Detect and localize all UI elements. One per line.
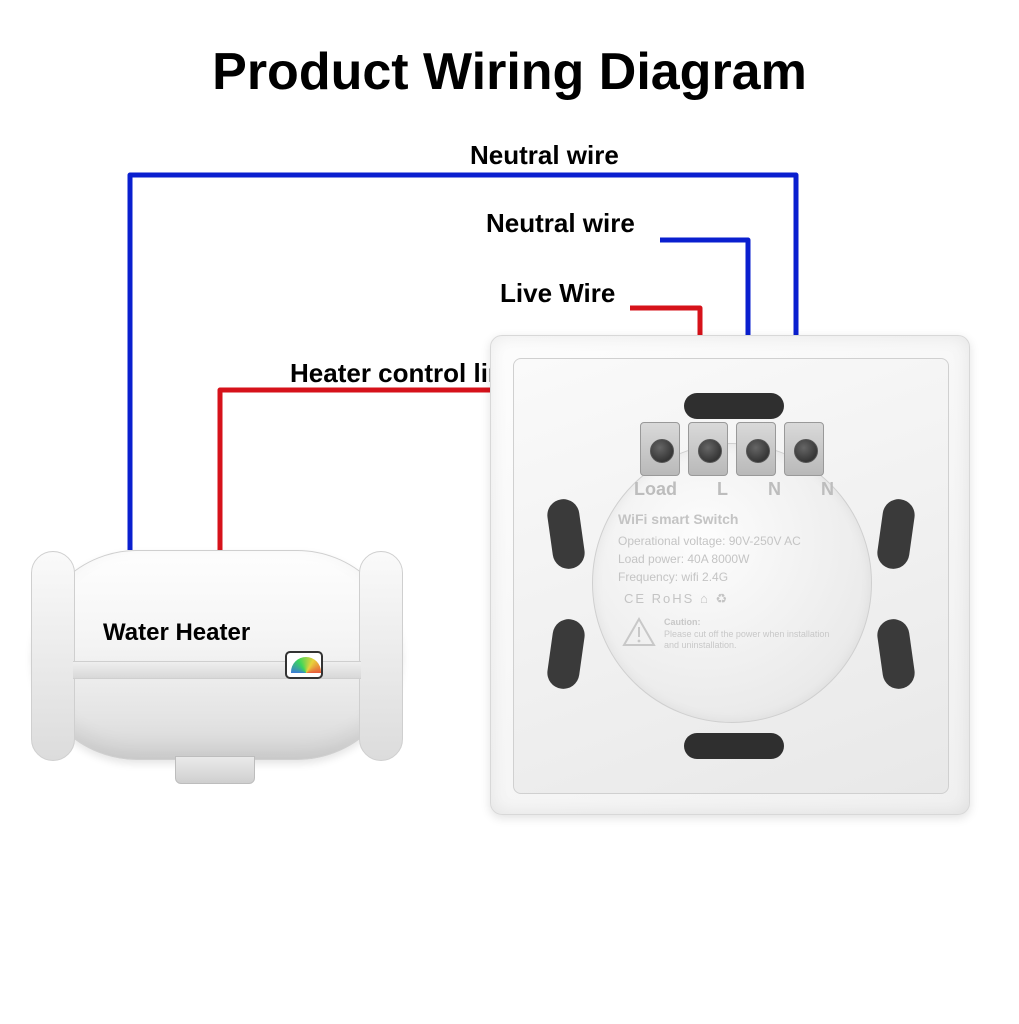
- label-neutral-outer: Neutral wire: [470, 140, 619, 171]
- water-heater: Water Heater: [32, 550, 402, 760]
- caution-text: Caution: Please cut off the power when i…: [664, 617, 834, 652]
- terminal-label: Load: [634, 479, 677, 500]
- cert-icons: CE RoHS ⌂ ♻: [624, 591, 729, 607]
- terminal-label: N: [768, 479, 781, 500]
- terminal-neutral-1: [736, 422, 776, 476]
- cert-text: CE RoHS: [624, 591, 694, 606]
- mount-slot-top: [684, 393, 784, 419]
- switch-spec-voltage: Operational voltage: 90V-250V AC: [618, 532, 848, 550]
- diagram-title: Product Wiring Diagram: [0, 42, 1019, 102]
- label-neutral-inner: Neutral wire: [486, 208, 635, 239]
- terminal-live: [688, 422, 728, 476]
- heater-cap-left: [31, 551, 75, 761]
- label-heater-control: Heater control line: [290, 358, 518, 389]
- house-icon: ⌂: [700, 591, 710, 606]
- clip-tab: [875, 617, 916, 691]
- heater-cap-right: [359, 551, 403, 761]
- clip-tab: [875, 497, 916, 571]
- terminal-neutral-2: [784, 422, 824, 476]
- bin-icon: ♻: [715, 591, 729, 606]
- switch-product-name: WiFi smart Switch: [618, 509, 848, 530]
- caution-title: Caution:: [664, 617, 701, 627]
- heater-label: Water Heater: [103, 619, 250, 647]
- switch-spec-freq: Frequency: wifi 2.4G: [618, 568, 848, 586]
- terminal-label: N: [821, 479, 834, 500]
- clip-tab: [545, 617, 586, 691]
- heater-foot: [175, 756, 255, 784]
- switch-spec-text: WiFi smart Switch Operational voltage: 9…: [618, 509, 848, 586]
- switch-inner-plate: Load L N N WiFi smart Switch Operational…: [513, 358, 949, 794]
- heater-gauge-icon: [285, 651, 323, 679]
- terminal-block: [634, 419, 830, 479]
- warning-icon: [622, 617, 656, 647]
- mount-slot-bottom: [684, 733, 784, 759]
- clip-tab: [545, 497, 586, 571]
- label-live: Live Wire: [500, 278, 615, 309]
- terminal-labels: Load L N N: [614, 479, 854, 500]
- terminal-label: L: [717, 479, 728, 500]
- caution-body: Please cut off the power when installati…: [664, 629, 829, 651]
- switch-spec-power: Load power: 40A 8000W: [618, 550, 848, 568]
- terminal-load: [640, 422, 680, 476]
- smart-switch-panel: Load L N N WiFi smart Switch Operational…: [490, 335, 970, 815]
